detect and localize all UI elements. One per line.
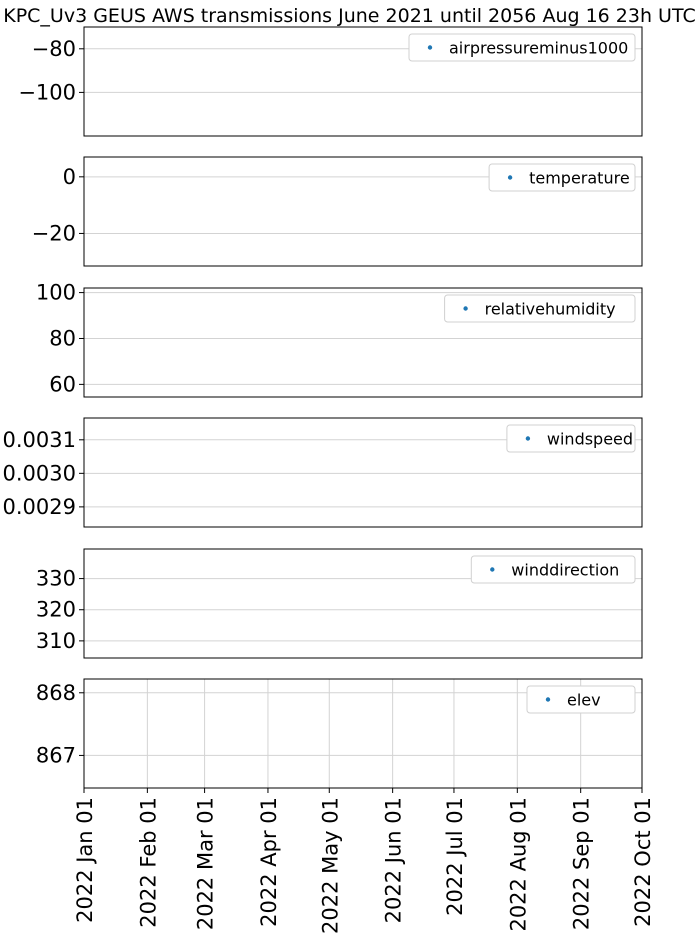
winddirection-legend-label: winddirection [511, 561, 619, 580]
winddirection-legend-box [470, 555, 636, 584]
relativehumidity-legend-marker [463, 306, 468, 311]
elev-legend-marker [545, 697, 551, 702]
relativehumidity-legend-box [444, 294, 636, 323]
xtick-label-8: 2022 Sep 01 [570, 797, 594, 930]
winddirection-legend-marker [490, 567, 495, 572]
elev-legend: elev [526, 685, 636, 714]
elev-axes-frame [83, 678, 643, 789]
temperature-ytick-label-1: −20 [32, 221, 76, 245]
panel-temperature: 0 −20 temperature [32, 156, 643, 267]
temperature-legend-marker [507, 175, 513, 180]
windspeed-axes-frame [83, 417, 643, 528]
winddirection-ytick-label-2: 310 [36, 629, 76, 653]
panel-elev: 868 867 elev [36, 678, 643, 789]
windspeed-ytick-label-2: 0.0029 [3, 495, 76, 519]
airpressureminus1000-axes-frame [83, 26, 643, 137]
winddirection-axes-frame [83, 548, 643, 659]
relativehumidity-legend: relativehumidity [444, 294, 636, 323]
xtick-label-5: 2022 Jun 01 [382, 797, 406, 923]
panel-windspeed: 0.0031 0.0030 0.0029 windspeed [3, 417, 643, 528]
windspeed-legend-marker [525, 436, 531, 441]
airpressureminus1000-legend-label: airpressureminus1000 [449, 39, 628, 58]
xtick-label-6: 2022 Jul 01 [443, 797, 467, 916]
relativehumidity-axes-frame [83, 287, 643, 398]
winddirection-ytick-label-1: 320 [36, 598, 76, 622]
temperature-legend-label: temperature [529, 169, 630, 188]
relativehumidity-ytick-label-0: 100 [36, 281, 76, 305]
relativehumidity-legend-label: relativehumidity [485, 300, 616, 319]
panel-winddirection: 330 320 310 winddirection [36, 548, 643, 659]
xtick-label-9: 2022 Oct 01 [631, 797, 655, 927]
xtick-label-2: 2022 Mar 01 [194, 797, 218, 930]
elev-ytick-label-1: 867 [36, 743, 76, 767]
xtick-label-1: 2022 Feb 01 [136, 797, 160, 928]
airpressureminus1000-ytick-label-1: −100 [18, 80, 76, 104]
xtick-label-4: 2022 May 01 [318, 797, 342, 933]
x-axis: 2022 Jan 01 2022 Feb 01 2022 Mar 01 2022 Ap… [73, 788, 655, 933]
relativehumidity-ytick-label-1: 80 [49, 326, 76, 350]
windspeed-legend: windspeed [506, 424, 636, 453]
airpressureminus1000-legend-box [408, 33, 636, 62]
airpressureminus1000-legend-marker [427, 45, 433, 50]
chart-title: KPC_Uv3 GEUS AWS transmissions June 2021… [3, 5, 695, 27]
elev-legend-label: elev [567, 691, 601, 710]
panel-relativehumidity: 100 80 60 relativehumidity [36, 281, 643, 398]
relativehumidity-ytick-label-2: 60 [49, 372, 76, 396]
winddirection-legend: winddirection [470, 555, 636, 584]
xtick-label-0: 2022 Jan 01 [73, 797, 97, 923]
winddirection-ytick-label-0: 330 [36, 567, 76, 591]
windspeed-legend-box [506, 424, 636, 453]
panel-airpressureminus1000: −80 −100 airpressureminus1000 [18, 26, 643, 137]
airpressureminus1000-ytick-label-0: −80 [32, 37, 76, 61]
windspeed-legend-label: windspeed [547, 430, 633, 449]
elev-legend-box [526, 685, 636, 714]
temperature-legend-box [488, 163, 636, 192]
temperature-ytick-label-0: 0 [63, 165, 76, 189]
temperature-legend: temperature [488, 163, 636, 192]
xtick-label-7: 2022 Aug 01 [506, 797, 530, 932]
airpressureminus1000-legend: airpressureminus1000 [408, 33, 636, 62]
xtick-label-3: 2022 Apr 01 [257, 797, 281, 927]
elev-ytick-label-0: 868 [36, 681, 76, 705]
windspeed-ytick-label-1: 0.0030 [3, 461, 76, 485]
windspeed-ytick-label-0: 0.0031 [3, 428, 76, 452]
temperature-axes-frame [83, 156, 643, 267]
